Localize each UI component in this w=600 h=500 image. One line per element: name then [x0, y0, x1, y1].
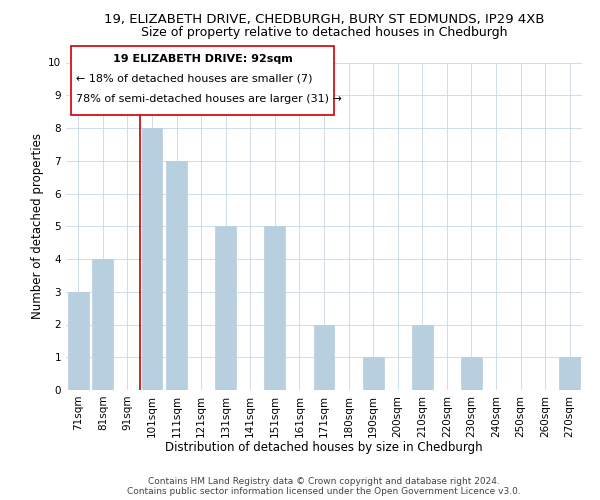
X-axis label: Distribution of detached houses by size in Chedburgh: Distribution of detached houses by size … [165, 441, 483, 454]
Text: ← 18% of detached houses are smaller (7): ← 18% of detached houses are smaller (7) [76, 74, 313, 84]
Text: Contains HM Land Registry data © Crown copyright and database right 2024.: Contains HM Land Registry data © Crown c… [148, 478, 500, 486]
Bar [559, 357, 580, 390]
Bar [92, 259, 113, 390]
Bar [362, 357, 383, 390]
Text: 78% of semi-detached houses are larger (31) →: 78% of semi-detached houses are larger (… [76, 94, 342, 104]
Bar [166, 161, 187, 390]
Bar [314, 324, 334, 390]
Bar [142, 128, 163, 390]
Text: Size of property relative to detached houses in Chedburgh: Size of property relative to detached ho… [141, 26, 507, 39]
Bar [68, 292, 89, 390]
Bar [215, 226, 236, 390]
Text: Contains public sector information licensed under the Open Government Licence v3: Contains public sector information licen… [127, 488, 521, 496]
Y-axis label: Number of detached properties: Number of detached properties [31, 133, 44, 320]
Text: 19, ELIZABETH DRIVE, CHEDBURGH, BURY ST EDMUNDS, IP29 4XB: 19, ELIZABETH DRIVE, CHEDBURGH, BURY ST … [104, 12, 544, 26]
Bar [265, 226, 286, 390]
Text: 19 ELIZABETH DRIVE: 92sqm: 19 ELIZABETH DRIVE: 92sqm [113, 54, 293, 64]
Bar [412, 324, 433, 390]
FancyBboxPatch shape [71, 46, 334, 115]
Bar [461, 357, 482, 390]
